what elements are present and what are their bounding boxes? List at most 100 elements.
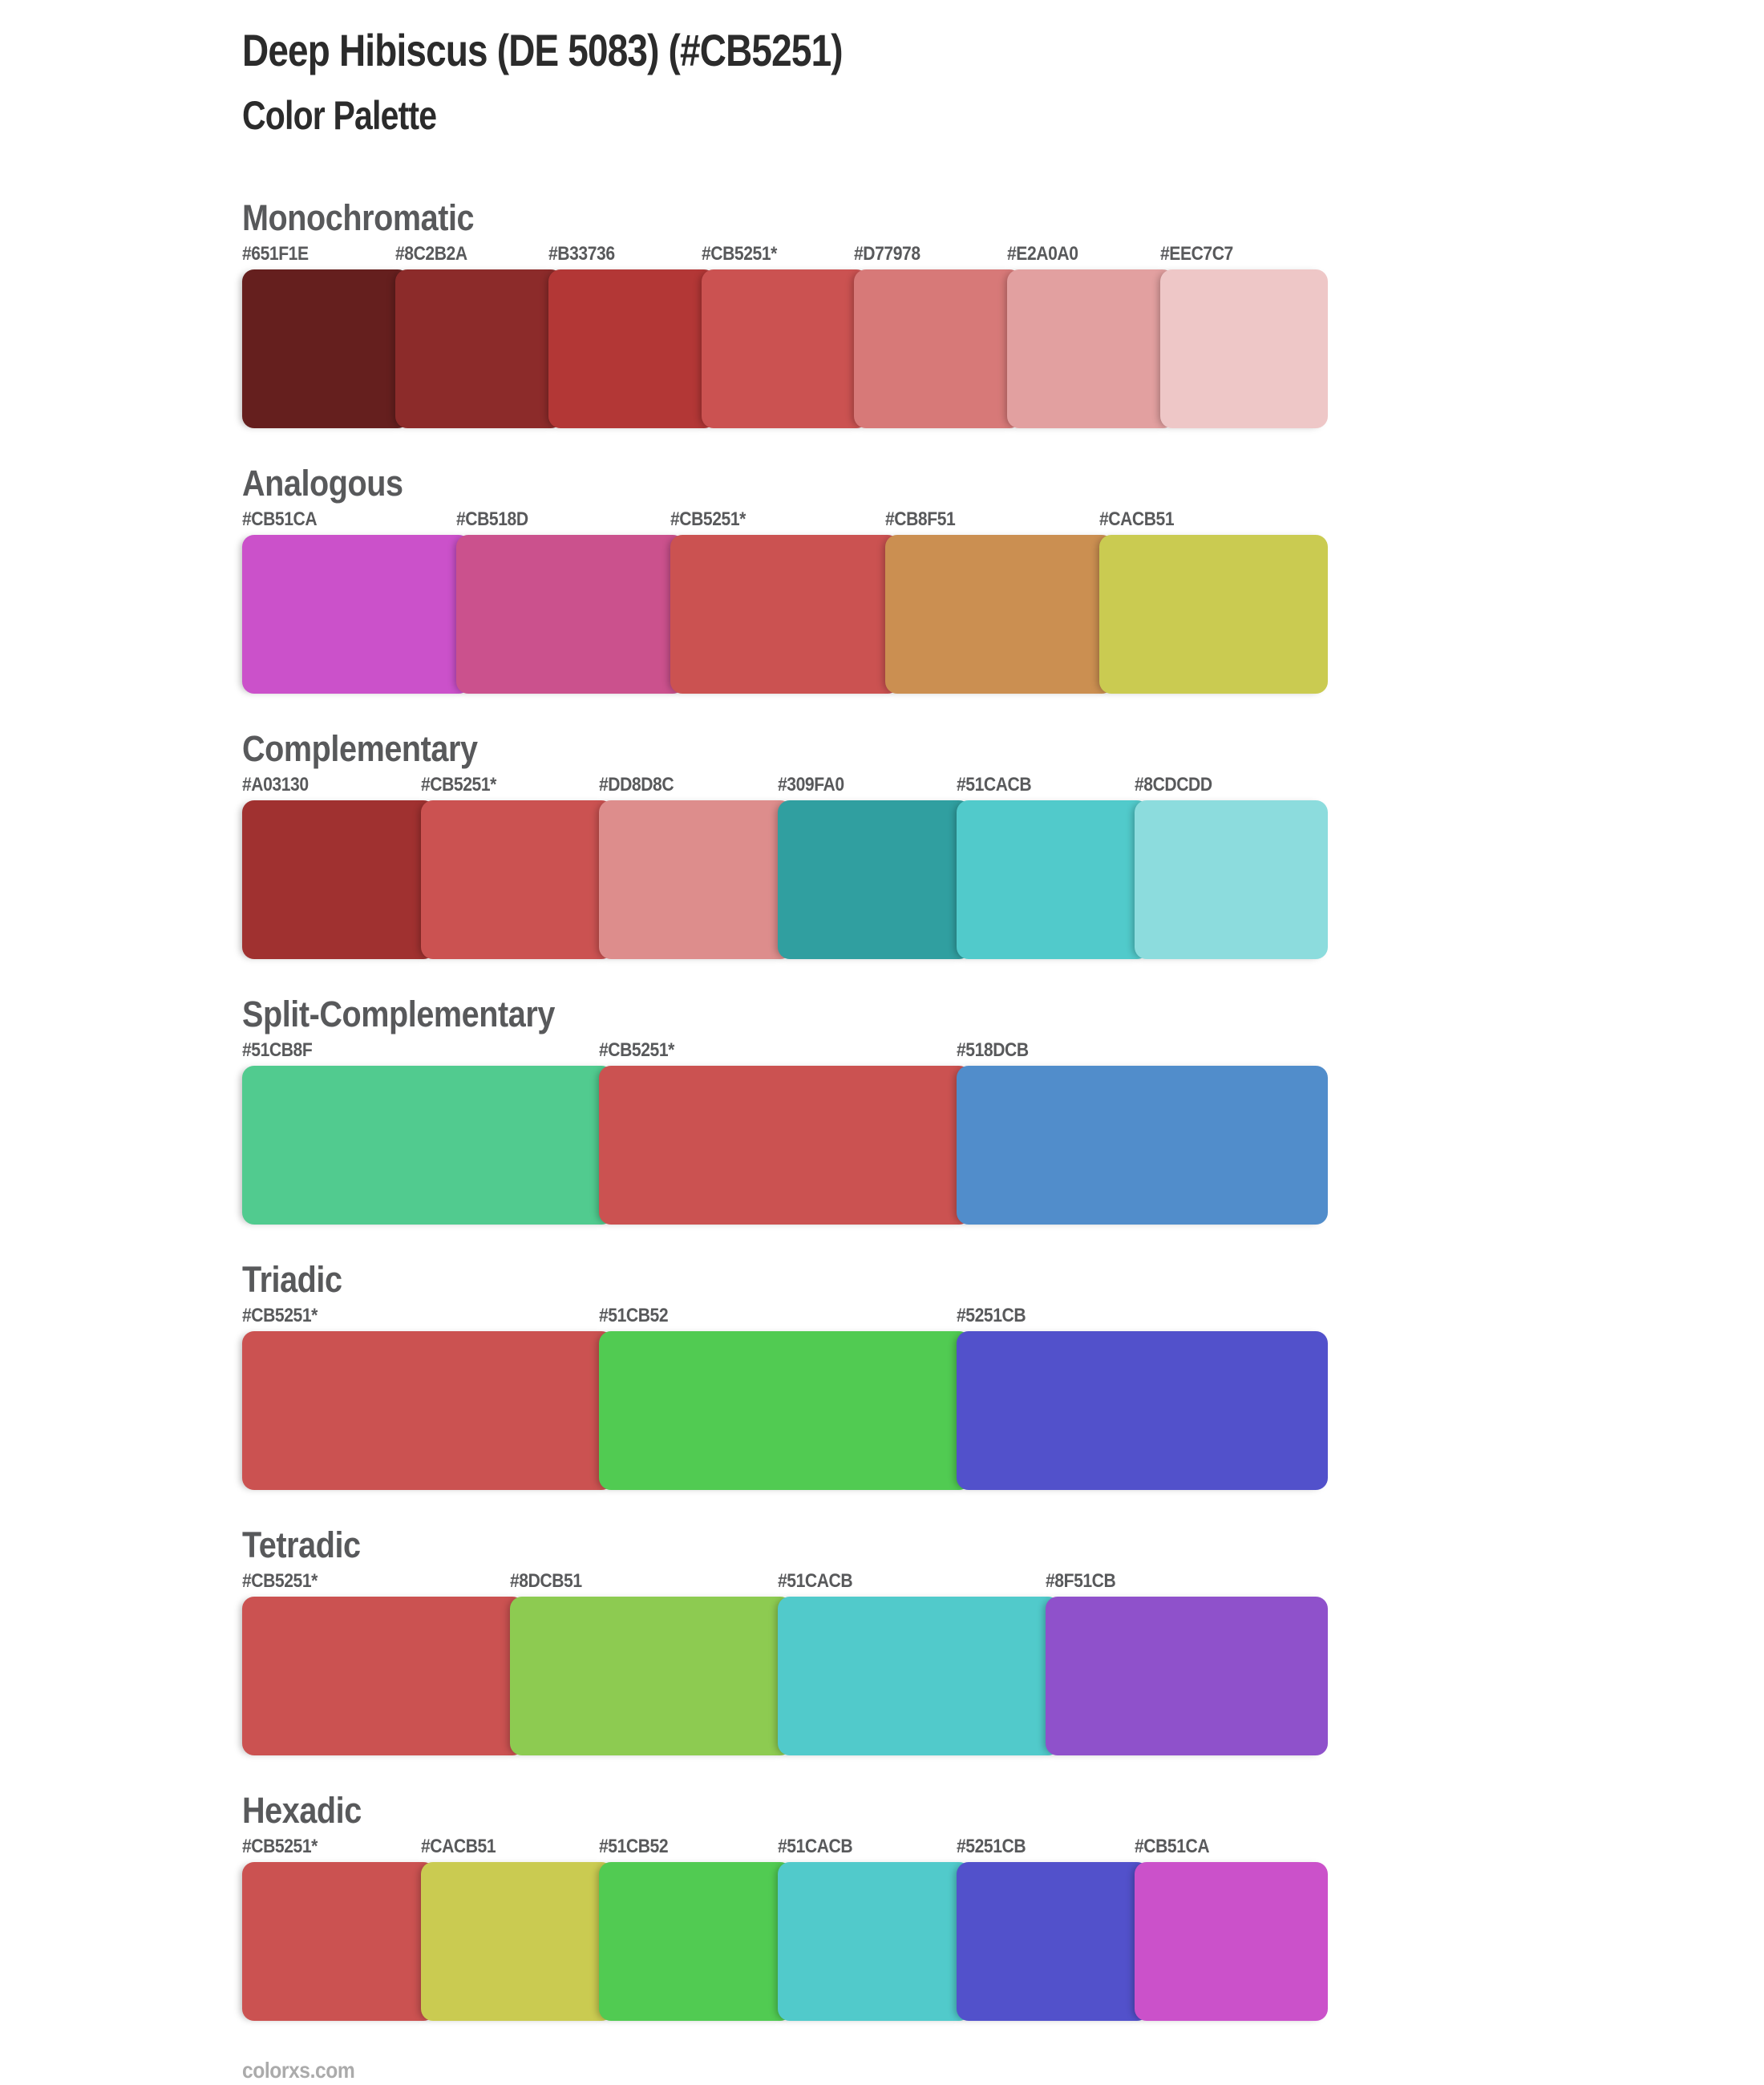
section-title: Hexadic xyxy=(242,1792,1328,1828)
hex-label-text: #8DCB51 xyxy=(510,1570,582,1592)
hex-label-text: #CB5251* xyxy=(242,1305,318,1326)
hex-label-text: #51CACB xyxy=(778,1836,853,1857)
hex-label: #CACB51 xyxy=(421,1836,614,1857)
section-title-text: Triadic xyxy=(242,1259,342,1300)
color-swatch[interactable] xyxy=(456,535,686,694)
hex-label-text: #51CB52 xyxy=(599,1836,669,1857)
color-swatch[interactable] xyxy=(854,269,1022,428)
hex-label-text: #B33736 xyxy=(548,243,615,265)
color-swatch[interactable] xyxy=(420,800,614,959)
color-swatch[interactable] xyxy=(242,1597,524,1755)
color-swatch[interactable] xyxy=(599,1862,793,2021)
color-swatch[interactable] xyxy=(420,1862,614,2021)
color-swatch[interactable] xyxy=(956,800,1150,959)
color-swatch[interactable] xyxy=(242,1066,614,1225)
hex-labels-row: #CB51CA #CB518D #CB5251* #CB8F51 #CACB51 xyxy=(242,509,1328,530)
hex-label-text: #CB5251* xyxy=(242,1570,318,1592)
palette-section: Monochromatic #651F1E #8C2B2A #B33736 #CB52… xyxy=(242,197,1329,428)
hex-label: #8F51CB xyxy=(1046,1571,1328,1592)
hex-label: #8DCB51 xyxy=(510,1571,792,1592)
color-swatch[interactable] xyxy=(242,800,435,959)
hex-label-text: #51CB52 xyxy=(599,1305,669,1326)
hex-label: #51CACB xyxy=(957,775,1150,796)
color-swatch[interactable] xyxy=(599,1066,971,1225)
hex-labels-row: #CB5251* #CACB51 #51CB52 #51CACB #5251CB #CB5… xyxy=(242,1836,1328,1857)
hex-label: #309FA0 xyxy=(778,775,971,796)
hex-label: #CB51CA xyxy=(1135,1836,1328,1857)
color-swatch[interactable] xyxy=(242,535,471,694)
hex-label-text: #651F1E xyxy=(242,243,309,265)
color-swatch[interactable] xyxy=(956,1066,1328,1225)
swatches-row xyxy=(242,1862,1329,2021)
hex-label: #651F1E xyxy=(242,244,410,265)
hex-label: #CB5251* xyxy=(242,1306,613,1326)
hex-label-text: #309FA0 xyxy=(778,774,844,796)
hex-label: #D77978 xyxy=(854,244,1022,265)
hex-label: #CB5251* xyxy=(670,509,899,530)
page-title: Deep Hibiscus (DE 5083) (#CB5251) xyxy=(242,28,1328,73)
hex-label-text: #5251CB xyxy=(956,1836,1026,1857)
hex-label: #51CACB xyxy=(778,1836,971,1857)
section-title-text: Analogous xyxy=(242,463,403,504)
content: Deep Hibiscus (DE 5083) (#CB5251) Color … xyxy=(242,28,1329,2083)
color-swatch[interactable] xyxy=(1160,269,1329,428)
hex-labels-row: #CB5251* #8DCB51 #51CACB #8F51CB xyxy=(242,1571,1328,1592)
color-swatch[interactable] xyxy=(956,1331,1328,1490)
color-swatch[interactable] xyxy=(884,535,1114,694)
color-swatch[interactable] xyxy=(956,1862,1150,2021)
hex-label-text: #8CDCDD xyxy=(1135,774,1213,796)
hex-label-text: #CB5251* xyxy=(599,1039,675,1061)
palette-sections: Monochromatic #651F1E #8C2B2A #B33736 #CB52… xyxy=(242,197,1329,2021)
swatches-row xyxy=(242,535,1329,694)
color-swatch[interactable] xyxy=(1007,269,1175,428)
palette-section: Tetradic #CB5251* #8DCB51 #51CACB #8F51CB xyxy=(242,1527,1328,1755)
hex-label: #CB5251* xyxy=(421,775,614,796)
hex-label: #518DCB xyxy=(957,1040,1328,1061)
footer-site-link[interactable]: colorxs.com xyxy=(242,2058,1328,2083)
hex-label: #EEC7C7 xyxy=(1160,244,1328,265)
section-title-text: Monochromatic xyxy=(242,197,475,238)
color-swatch[interactable] xyxy=(778,800,971,959)
color-swatch[interactable] xyxy=(242,1331,614,1490)
hex-label-text: #CACB51 xyxy=(420,1836,496,1857)
hex-labels-row: #651F1E #8C2B2A #B33736 #CB5251* #D77978 #E2A… xyxy=(242,244,1328,265)
color-swatch[interactable] xyxy=(242,1862,435,2021)
section-title-text: Tetradic xyxy=(242,1524,361,1565)
color-swatch[interactable] xyxy=(599,800,793,959)
color-swatch[interactable] xyxy=(701,269,869,428)
hex-labels-row: #CB5251* #51CB52 #5251CB xyxy=(242,1306,1328,1326)
hex-label-text: #51CB8F xyxy=(242,1039,313,1061)
hex-label-text: #DD8D8C xyxy=(599,774,674,796)
color-swatch[interactable] xyxy=(1046,1597,1328,1755)
color-swatch[interactable] xyxy=(394,269,563,428)
color-swatch[interactable] xyxy=(548,269,716,428)
color-swatch[interactable] xyxy=(510,1597,792,1755)
page-subtitle: Color Palette xyxy=(242,95,1328,136)
color-swatch[interactable] xyxy=(670,535,900,694)
color-swatch[interactable] xyxy=(242,269,410,428)
section-title-text: Split-Complementary xyxy=(242,994,555,1034)
color-swatch[interactable] xyxy=(1135,800,1329,959)
hex-label-text: #5251CB xyxy=(956,1305,1026,1326)
color-swatch[interactable] xyxy=(1098,535,1329,694)
hex-label-text: #CB51CA xyxy=(1135,1836,1210,1857)
palette-section: Split-Complementary #51CB8F #CB5251* #518D… xyxy=(242,996,1328,1225)
color-swatch[interactable] xyxy=(778,1597,1060,1755)
hex-label: #CB8F51 xyxy=(885,509,1114,530)
footer-site-text: colorxs.com xyxy=(242,2058,355,2083)
hex-label: #5251CB xyxy=(957,1836,1150,1857)
hex-label: #CB51CA xyxy=(242,509,471,530)
swatches-row xyxy=(242,1331,1328,1490)
hex-label-text: #CB5251* xyxy=(242,1836,318,1857)
hex-label: #51CB8F xyxy=(242,1040,613,1061)
color-swatch[interactable] xyxy=(778,1862,971,2021)
color-swatch[interactable] xyxy=(599,1331,971,1490)
hex-label: #8C2B2A xyxy=(395,244,563,265)
hex-label: #E2A0A0 xyxy=(1007,244,1175,265)
swatches-row xyxy=(242,800,1329,959)
hex-label-text: #51CACB xyxy=(778,1570,853,1592)
hex-label: #51CB52 xyxy=(599,1836,792,1857)
color-swatch[interactable] xyxy=(1135,1862,1329,2021)
hex-label: #51CACB xyxy=(778,1571,1060,1592)
